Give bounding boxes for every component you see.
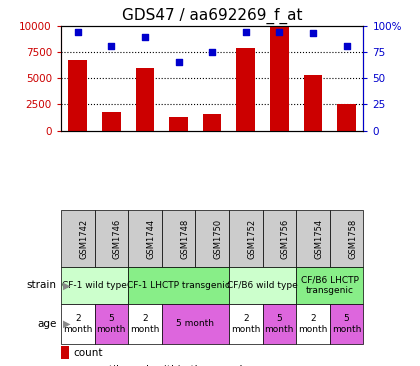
Bar bbox=[61, 210, 94, 267]
Point bbox=[310, 30, 316, 36]
Text: age: age bbox=[37, 319, 57, 329]
Text: ▶: ▶ bbox=[63, 319, 71, 329]
Text: 5
month: 5 month bbox=[265, 314, 294, 334]
Bar bbox=[337, 104, 356, 131]
Bar bbox=[296, 304, 330, 344]
Point bbox=[242, 29, 249, 35]
Bar bbox=[330, 210, 363, 267]
Bar bbox=[195, 210, 229, 267]
Text: 2
month: 2 month bbox=[130, 314, 160, 334]
Bar bbox=[262, 304, 296, 344]
Text: count: count bbox=[73, 348, 102, 358]
Bar bbox=[128, 304, 162, 344]
Bar bbox=[296, 210, 330, 267]
Bar bbox=[136, 68, 154, 131]
Text: 5 month: 5 month bbox=[176, 320, 214, 328]
Bar bbox=[229, 267, 296, 304]
Point bbox=[276, 29, 283, 35]
Point bbox=[175, 59, 182, 65]
Text: CF/B6 wild type: CF/B6 wild type bbox=[227, 281, 298, 290]
Text: 5
month: 5 month bbox=[332, 314, 361, 334]
Bar bbox=[304, 75, 322, 131]
Text: percentile rank within the sample: percentile rank within the sample bbox=[73, 365, 249, 366]
Text: GSM1742: GSM1742 bbox=[79, 219, 88, 259]
Bar bbox=[229, 210, 262, 267]
Text: GSM1750: GSM1750 bbox=[214, 219, 223, 259]
Text: 2
month: 2 month bbox=[231, 314, 260, 334]
Bar bbox=[270, 27, 289, 131]
Bar bbox=[296, 267, 363, 304]
Bar bbox=[236, 48, 255, 131]
Text: GSM1746: GSM1746 bbox=[113, 219, 122, 259]
Text: CF-1 wild type: CF-1 wild type bbox=[62, 281, 127, 290]
Bar bbox=[162, 304, 229, 344]
Bar bbox=[203, 114, 221, 131]
Text: 2
month: 2 month bbox=[298, 314, 328, 334]
Text: GSM1756: GSM1756 bbox=[281, 219, 290, 259]
Point bbox=[74, 29, 81, 35]
Text: GSM1754: GSM1754 bbox=[315, 219, 323, 259]
Point bbox=[209, 49, 215, 55]
Bar bbox=[162, 210, 195, 267]
Text: strain: strain bbox=[27, 280, 57, 291]
Bar bbox=[61, 267, 128, 304]
Bar bbox=[128, 267, 229, 304]
Text: CF/B6 LHCTP
transgenic: CF/B6 LHCTP transgenic bbox=[301, 276, 359, 295]
Text: GSM1752: GSM1752 bbox=[247, 219, 256, 259]
Text: 5
month: 5 month bbox=[97, 314, 126, 334]
Text: GSM1748: GSM1748 bbox=[180, 219, 189, 259]
Point bbox=[343, 43, 350, 49]
Bar bbox=[68, 60, 87, 131]
Bar bbox=[169, 117, 188, 131]
Point bbox=[108, 43, 115, 49]
Bar bbox=[128, 210, 162, 267]
Title: GDS47 / aa692269_f_at: GDS47 / aa692269_f_at bbox=[122, 8, 302, 24]
Bar bbox=[262, 210, 296, 267]
Bar bbox=[102, 112, 121, 131]
Text: GSM1744: GSM1744 bbox=[147, 219, 155, 259]
Bar bbox=[61, 346, 69, 359]
Bar bbox=[330, 304, 363, 344]
Bar bbox=[61, 304, 94, 344]
Text: 2
month: 2 month bbox=[63, 314, 92, 334]
Bar bbox=[94, 304, 128, 344]
Text: ▶: ▶ bbox=[63, 280, 71, 291]
Bar bbox=[229, 304, 262, 344]
Text: CF-1 LHCTP transgenic: CF-1 LHCTP transgenic bbox=[127, 281, 230, 290]
Text: GSM1758: GSM1758 bbox=[348, 219, 357, 259]
Point bbox=[142, 34, 148, 40]
Bar bbox=[94, 210, 128, 267]
